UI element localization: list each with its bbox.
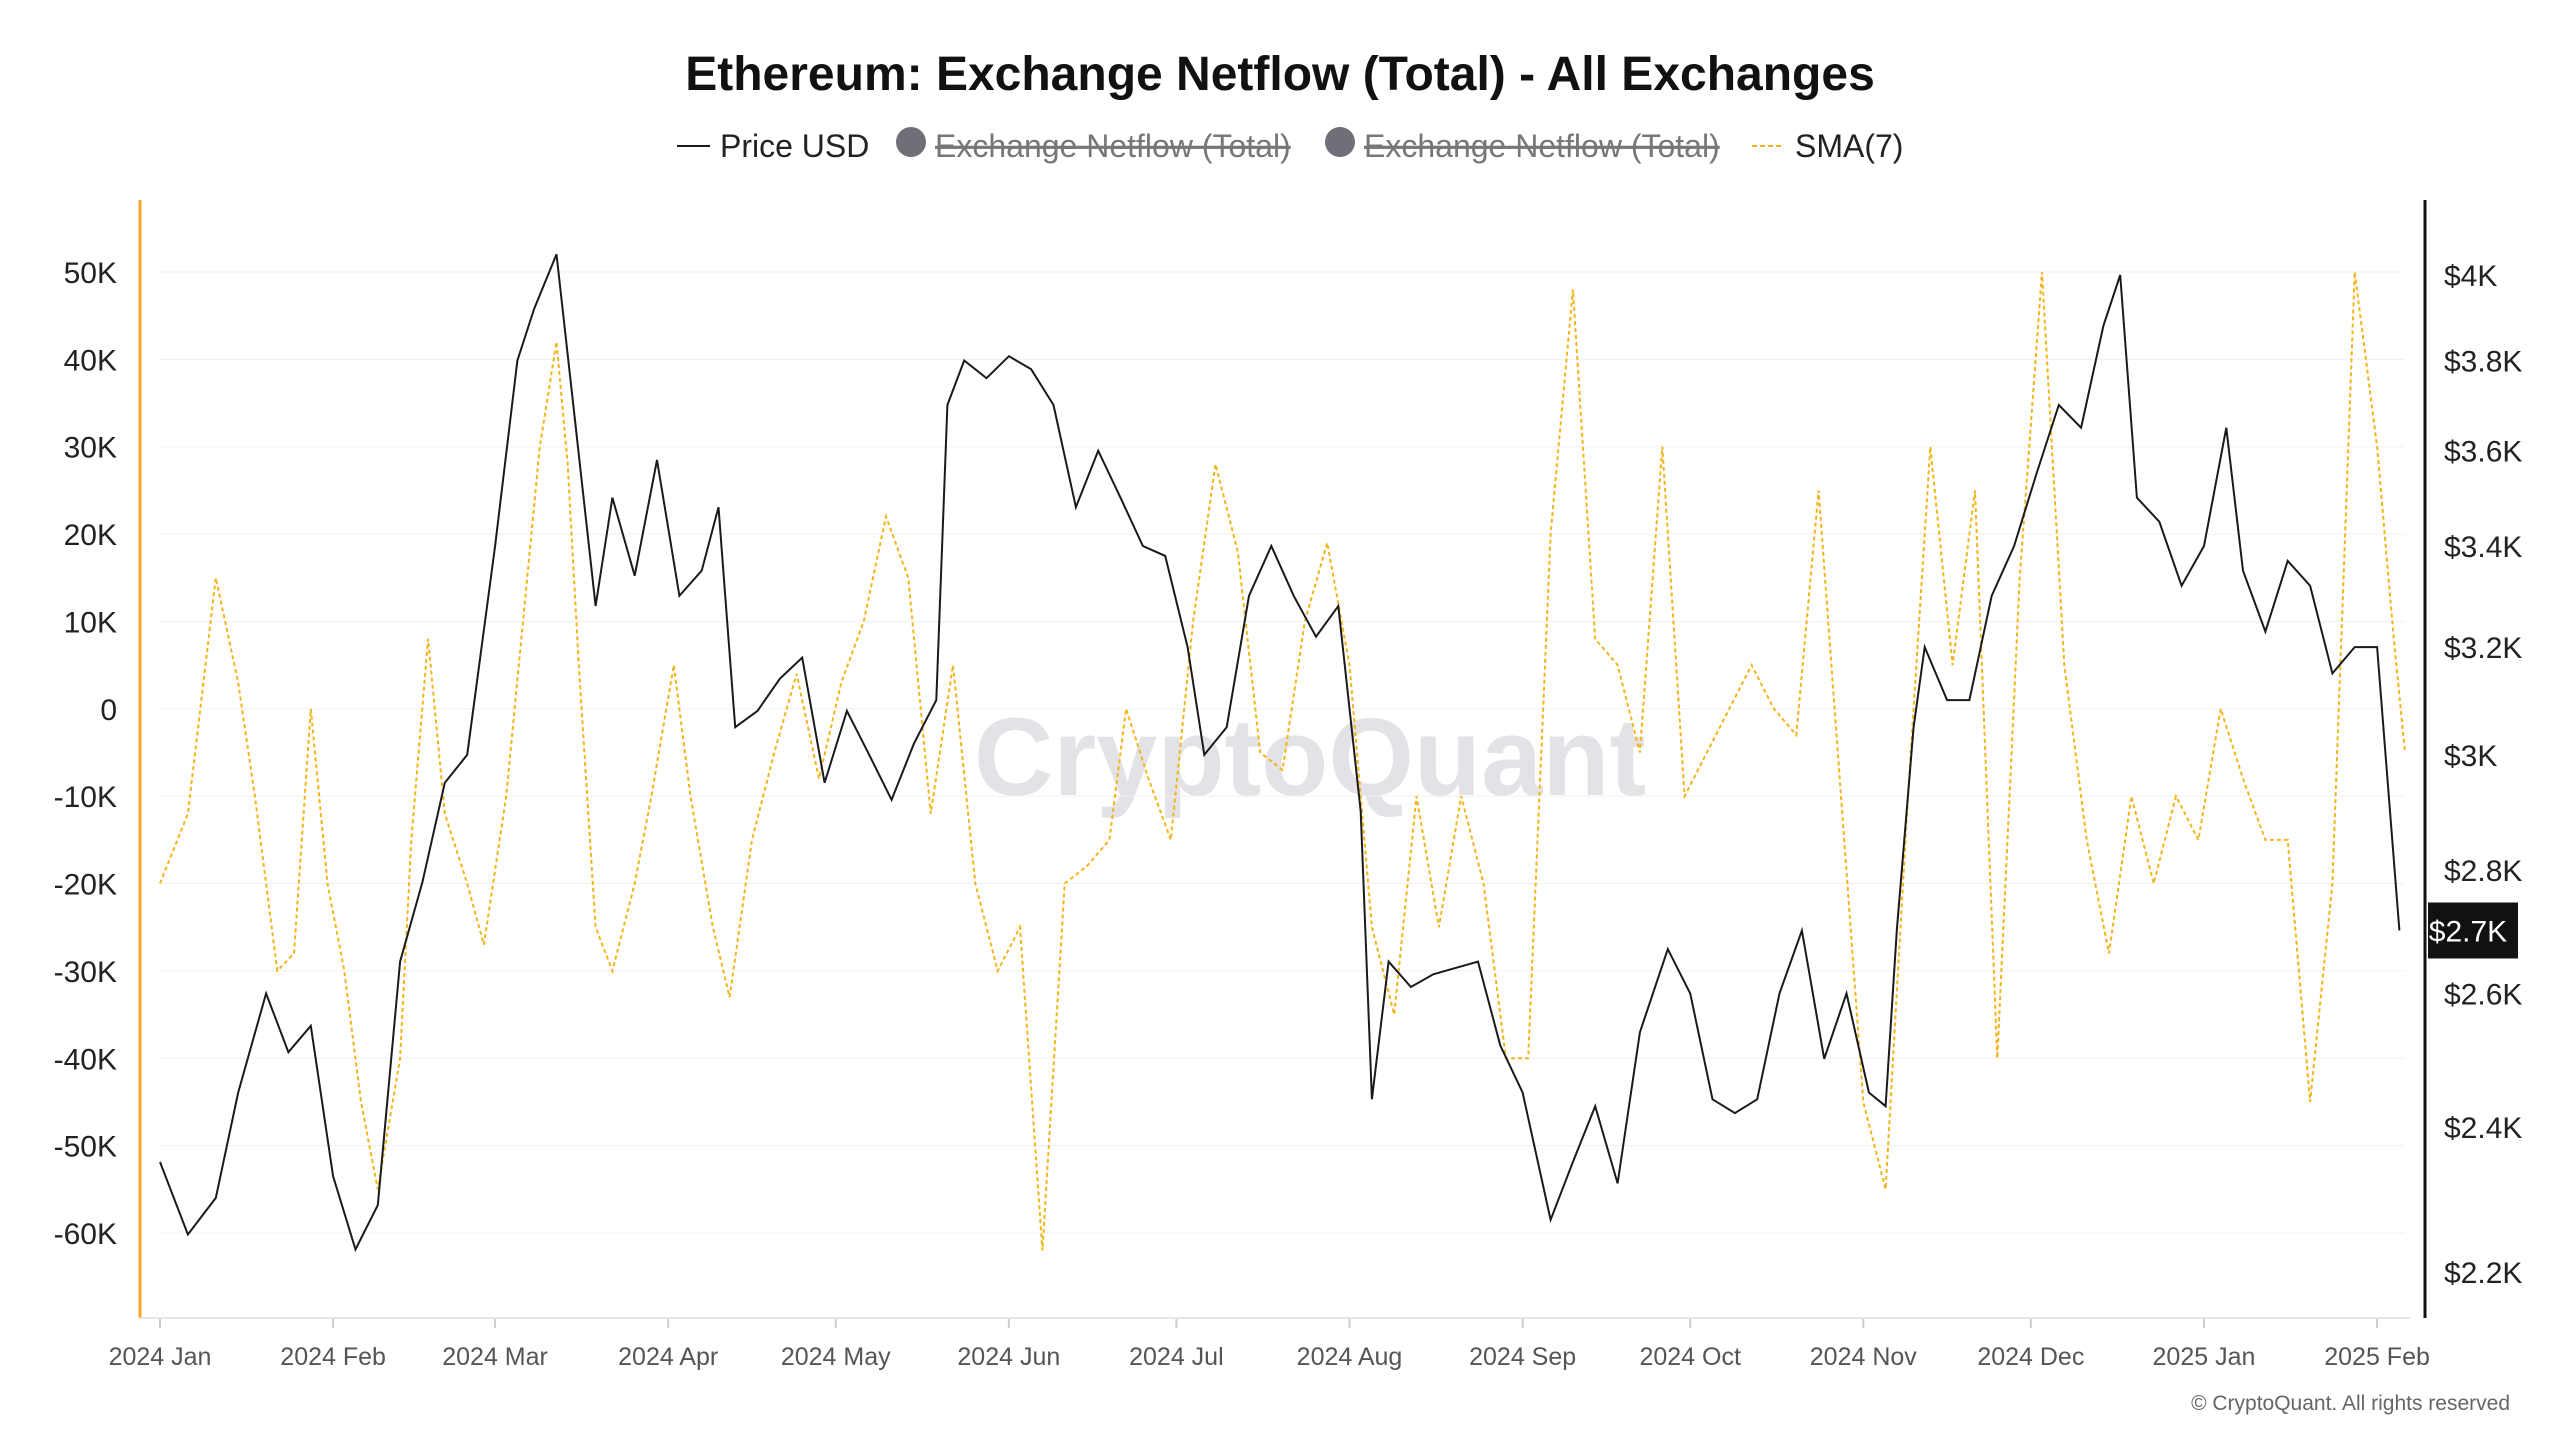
y-left-tick-label: 0 xyxy=(100,694,117,727)
x-tick-label: 2024 Mar xyxy=(442,1343,548,1371)
legend-item-netflow-2[interactable]: Exchange Netflow (Total) xyxy=(1325,127,1720,164)
y-axis-left: 50K 40K 30K 20K 10K 0 -10K -20K -30K -40K -50K -60K xyxy=(54,257,117,1251)
y-axis-right: $4K $3.8K $3.6K $3.4K $3.2K $3K $2.8K $2.6K $2.4… xyxy=(2444,260,2522,1290)
y-left-tick-label: -30K xyxy=(54,956,117,989)
y-left-tick-label: 40K xyxy=(64,344,117,377)
current-price-badge: $2.7K xyxy=(2428,902,2518,959)
x-tick-label: 2024 Jun xyxy=(957,1343,1060,1371)
legend-label-netflow-2: Exchange Netflow (Total) xyxy=(1364,128,1720,164)
y-left-tick-label: 30K xyxy=(64,432,117,465)
y-right-tick-label: $3.4K xyxy=(2444,531,2522,564)
y-right-tick-label: $2.2K xyxy=(2444,1257,2522,1290)
current-price-label: $2.7K xyxy=(2429,916,2507,949)
grid xyxy=(160,271,2405,1234)
y-right-tick-label: $4K xyxy=(2444,260,2497,293)
legend-dot-netflow-2 xyxy=(1325,127,1355,157)
x-tick-label: 2024 Nov xyxy=(1810,1343,1918,1371)
x-tick-label: 2024 Apr xyxy=(618,1343,718,1371)
y-left-tick-label: 10K xyxy=(64,606,117,639)
legend-label-sma7: SMA(7) xyxy=(1795,128,1903,164)
legend-label-price: Price USD xyxy=(720,128,869,164)
watermark: CryptoQuant xyxy=(974,696,1646,819)
legend-item-price[interactable]: Price USD xyxy=(677,128,869,164)
y-left-tick-label: -20K xyxy=(54,869,117,902)
sma7-series-line xyxy=(159,271,2406,1251)
y-right-tick-label: $2.4K xyxy=(2444,1112,2522,1145)
legend-dot-netflow-1 xyxy=(896,127,926,157)
x-tick-label: 2024 Jul xyxy=(1129,1343,1224,1371)
y-left-tick-label: -10K xyxy=(54,781,117,814)
chart-title: Ethereum: Exchange Netflow (Total) - All… xyxy=(685,48,1875,101)
x-tick-label: 2024 Oct xyxy=(1639,1343,1741,1371)
x-tick-label: 2025 Feb xyxy=(2324,1343,2430,1371)
y-right-tick-label: $3.8K xyxy=(2444,346,2522,379)
y-left-tick-label: -60K xyxy=(54,1218,117,1251)
copyright-text: © CryptoQuant. All rights reserved xyxy=(2191,1392,2510,1415)
legend-item-sma7[interactable]: SMA(7) xyxy=(1752,128,1903,164)
price-usd-series-line xyxy=(159,253,2401,1253)
y-left-tick-label: 50K xyxy=(64,257,117,290)
y-left-tick-label: -50K xyxy=(54,1131,117,1164)
x-tick-label: 2024 Dec xyxy=(1977,1343,2084,1371)
x-tick-label: 2025 Jan xyxy=(2153,1343,2256,1371)
x-tick-label: 2024 Feb xyxy=(280,1343,386,1371)
legend-label-netflow-1: Exchange Netflow (Total) xyxy=(935,128,1291,164)
current-price-badge-bg xyxy=(2428,902,2518,959)
y-right-tick-label: $2.6K xyxy=(2444,978,2522,1011)
y-right-tick-label: $3.2K xyxy=(2444,632,2522,665)
y-left-tick-label: 20K xyxy=(64,519,117,552)
y-right-tick-label: $3K xyxy=(2444,740,2497,773)
x-axis: 2024 Jan 2024 Feb 2024 Mar 2024 Apr 2024 May… xyxy=(109,1318,2430,1371)
x-tick-label: 2024 Aug xyxy=(1297,1343,1403,1371)
y-left-tick-label: -40K xyxy=(54,1043,117,1076)
x-tick-label: 2024 Jan xyxy=(109,1343,212,1371)
legend: Price USD Exchange Netflow (Total) Excha… xyxy=(677,127,1903,164)
x-tick-label: 2024 Sep xyxy=(1469,1343,1576,1371)
y-right-tick-label: $3.6K xyxy=(2444,436,2522,469)
y-right-tick-label: $2.8K xyxy=(2444,855,2522,888)
x-tick-label: 2024 May xyxy=(781,1343,891,1371)
legend-item-netflow-1[interactable]: Exchange Netflow (Total) xyxy=(896,127,1291,164)
